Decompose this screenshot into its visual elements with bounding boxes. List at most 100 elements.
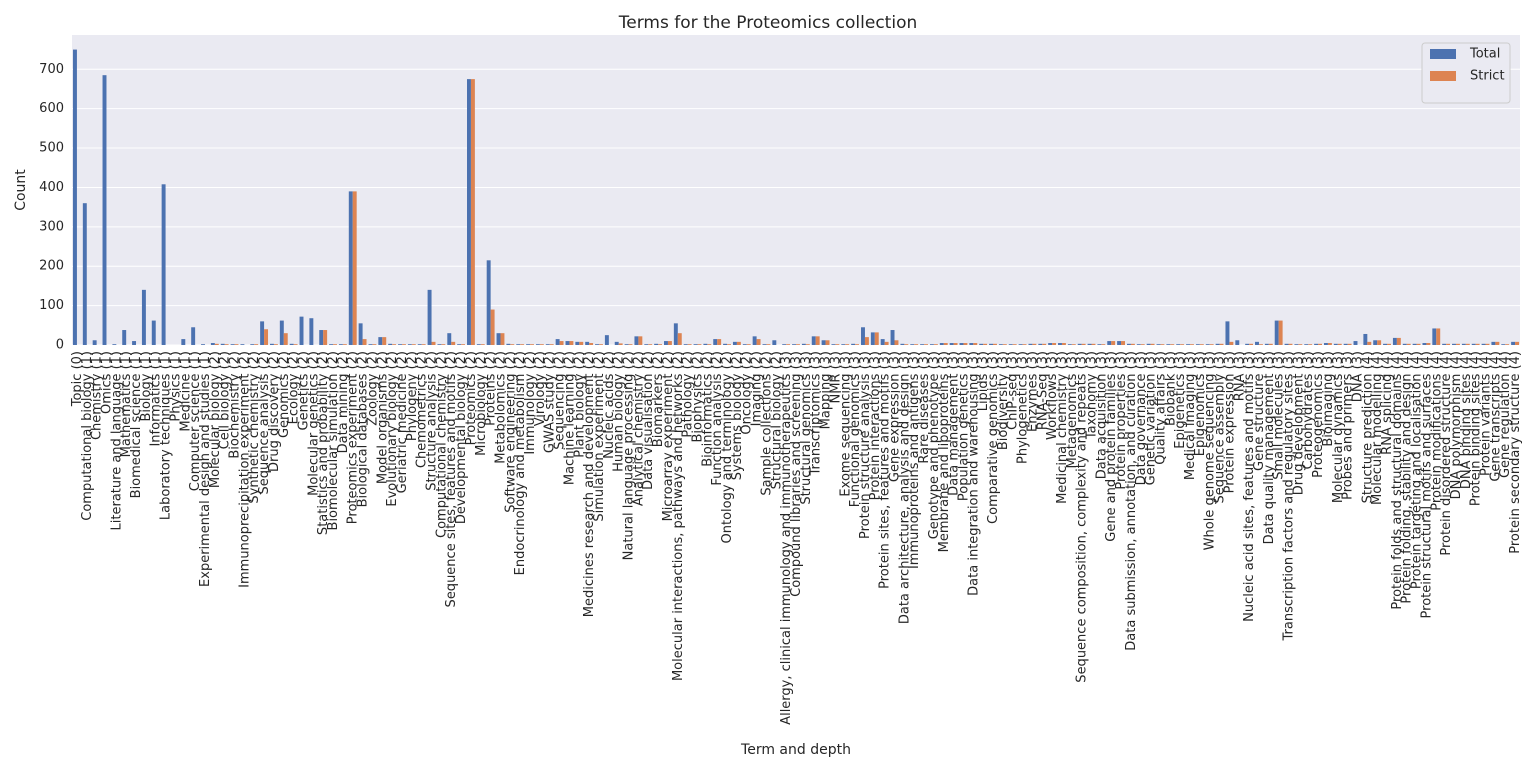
bar (870, 332, 875, 345)
bar (1347, 343, 1352, 345)
bar (703, 343, 708, 345)
bar (1028, 343, 1033, 345)
legend-swatch (1430, 71, 1456, 81)
bar (654, 343, 659, 345)
bar (1475, 343, 1480, 345)
bar (904, 344, 909, 345)
bar (746, 344, 751, 345)
bar (983, 343, 988, 345)
bar (1101, 344, 1106, 345)
bar (545, 344, 550, 345)
bar (368, 344, 373, 345)
bar (1436, 328, 1441, 345)
bar (1012, 344, 1017, 345)
x-tick-label: Compound libraries and screening (3) (789, 351, 804, 597)
x-tick-label: Topic (0) (70, 351, 85, 407)
bar (319, 330, 324, 345)
x-tick-label: Immunology (2) (523, 351, 538, 455)
bar (736, 341, 741, 345)
x-tick-label: Proteins (2) (484, 351, 499, 426)
x-tick-label: Imaging (2) (750, 351, 765, 426)
x-tick-label: Omics (1) (99, 351, 114, 414)
bar (329, 344, 334, 345)
bar (742, 344, 747, 345)
x-tick-label: Analytical chemistry (2) (631, 351, 646, 506)
bar (1387, 343, 1391, 345)
bar (352, 191, 357, 345)
bar (470, 79, 475, 346)
bar (1363, 333, 1368, 345)
bar (362, 339, 367, 345)
bar (1343, 343, 1348, 345)
x-tick-label: Transcription factors and regulatory sit… (1282, 351, 1297, 641)
legend-label: Total (1469, 47, 1500, 62)
bar (82, 203, 87, 345)
bar (1091, 343, 1096, 345)
bar (323, 330, 328, 345)
x-tick-label: Drug discovery (2) (267, 351, 282, 472)
bar (831, 344, 836, 345)
x-tick-label: Computational chemistry (2) (434, 351, 449, 538)
bar (1396, 337, 1401, 345)
bar (969, 343, 974, 345)
bar (1209, 344, 1214, 345)
x-tick-label: Probes and primers (3) (1341, 351, 1356, 500)
x-tick-label: Gene structure (3) (1252, 351, 1267, 471)
bar (864, 337, 869, 345)
bar (683, 344, 688, 345)
x-tick-label: Data integration and warehousing (3) (966, 351, 981, 596)
bar (535, 344, 540, 345)
bar (72, 49, 77, 345)
bar (1495, 341, 1500, 345)
x-tick-label: Allergy, clinical immunology and immunot… (779, 351, 794, 725)
x-tick-label: Molecular biology (2) (208, 351, 223, 488)
x-tick-label: Function analysis (2) (710, 351, 725, 486)
bar (421, 344, 426, 345)
bar (506, 343, 511, 345)
x-tick-label: Biological databases (2) (356, 351, 371, 507)
bar (1018, 344, 1023, 345)
x-tick-label: Biochemistry (2) (228, 351, 243, 459)
x-tick-label: Genetic variation (3) (1144, 351, 1159, 485)
bar (1402, 343, 1407, 345)
x-tick-label: Biobank (3) (1163, 351, 1178, 426)
bar (1245, 343, 1250, 345)
bar (1022, 344, 1027, 345)
x-tick-label: Immunoprecipitation experiment (2) (237, 351, 252, 588)
bar (851, 343, 856, 345)
x-tick-label: RNA-Seq (3) (1035, 351, 1050, 430)
bar (884, 341, 889, 345)
bar (1215, 343, 1220, 345)
bar (1412, 343, 1417, 345)
x-tick-label: Ecology (2) (287, 351, 302, 424)
bar (273, 344, 278, 345)
bar (614, 341, 619, 345)
bar (451, 341, 456, 345)
x-tick-label: Phylogenetics (3) (1016, 351, 1031, 464)
bar (1235, 340, 1240, 345)
x-tick-label: Lipids (3) (976, 351, 991, 411)
x-tick-label: Mathematics (1) (119, 351, 134, 457)
bar (250, 344, 255, 345)
bar (723, 343, 728, 345)
x-tick-label: Ontology and terminology (2) (720, 351, 735, 544)
bar (1061, 343, 1066, 345)
bar (855, 344, 860, 345)
x-tick-label: Carbohydrates (3) (1301, 351, 1316, 470)
bar (1002, 344, 1007, 345)
x-tick-label: Immunoproteins and antigens (3) (907, 351, 922, 569)
x-tick-label: Sample collections (2) (759, 351, 774, 496)
y-tick-label: 0 (56, 338, 64, 353)
bar (1190, 344, 1194, 345)
bar (191, 327, 196, 345)
x-tick-label: Data management (3) (947, 351, 962, 496)
bar (392, 344, 397, 345)
bar (1008, 344, 1013, 345)
bar (989, 343, 994, 345)
bar (1501, 344, 1506, 345)
bar (1511, 341, 1516, 345)
bar (910, 344, 915, 345)
x-tick-label: Mapping (3) (819, 351, 834, 429)
bar (953, 343, 958, 345)
bar (1422, 343, 1427, 345)
